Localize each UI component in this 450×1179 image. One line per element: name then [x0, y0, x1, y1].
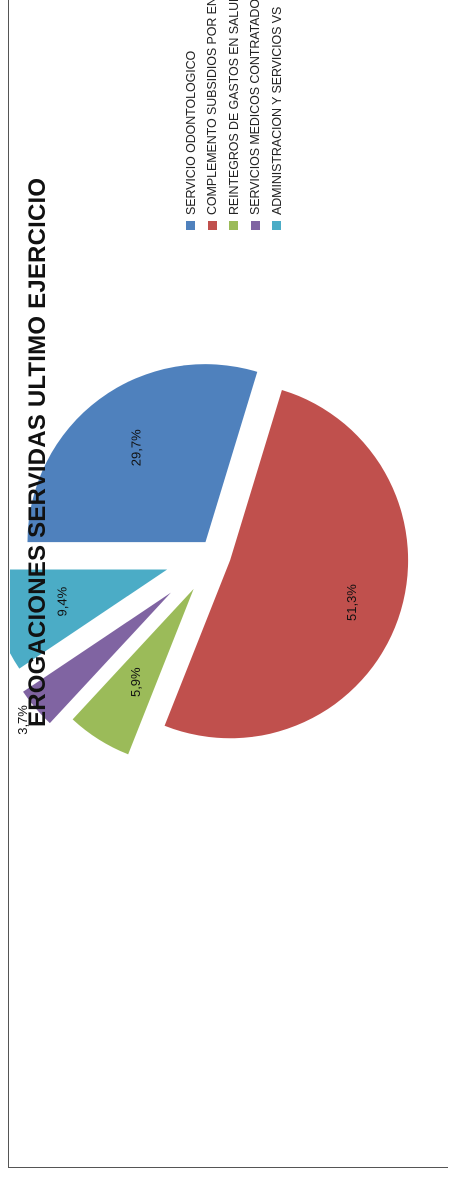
pie-slice-2: [164, 389, 409, 739]
chart-title: EROGACIONES SERVIDAS ULTIMO EJERCICIO: [24, 177, 51, 727]
legend: SERVICIO ODONTOLOGICO COMPLEMENTO SUBSIDI…: [180, 0, 288, 230]
data-label-5: 9,4%: [55, 586, 70, 616]
pie-slice-5: [10, 569, 168, 669]
legend-item: SERVICIO ODONTOLOGICO: [180, 40, 202, 230]
legend-item: ADMINISTRACION Y SERVICIOS VS: [266, 7, 288, 230]
data-label-2: 51,3%: [344, 584, 359, 621]
data-label-4: 3,7%: [15, 705, 30, 735]
legend-item: SERVICIOS MEDICOS CONTRATADOS: [245, 0, 267, 230]
legend-swatch: [272, 221, 282, 230]
legend-label: SERVICIOS MEDICOS CONTRATADOS: [248, 0, 263, 215]
legend-label: REINTEGROS DE GASTOS EN SALUD: [226, 0, 241, 215]
legend-item: REINTEGROS DE GASTOS EN SALUD: [223, 0, 245, 230]
pie-chart: 29,7% 51,3% 5,9% 3,7% 9,4%: [10, 364, 409, 755]
data-label-1: 29,7%: [129, 429, 144, 466]
legend-swatch: [186, 221, 196, 230]
legend-label: SERVICIO ODONTOLOGICO: [183, 50, 198, 215]
legend-item: COMPLEMENTO SUBSIDIOS POR ENF: [202, 0, 224, 230]
legend-swatch: [250, 221, 260, 230]
chart-area: 29,7% 51,3% 5,9% 3,7% 9,4% EROGACIONES SERVI…: [10, 0, 440, 1135]
legend-label: COMPLEMENTO SUBSIDIOS POR ENF: [205, 0, 220, 215]
chart-frame: [8, 0, 448, 1168]
pie-slice-3: [72, 588, 194, 755]
pie-slice-4: [23, 592, 171, 724]
legend-label: ADMINISTRACION Y SERVICIOS VS: [269, 6, 284, 215]
legend-swatch: [207, 221, 217, 230]
data-label-3: 5,9%: [128, 667, 143, 697]
pie-slice-1: [27, 364, 258, 543]
legend-swatch: [229, 221, 239, 230]
